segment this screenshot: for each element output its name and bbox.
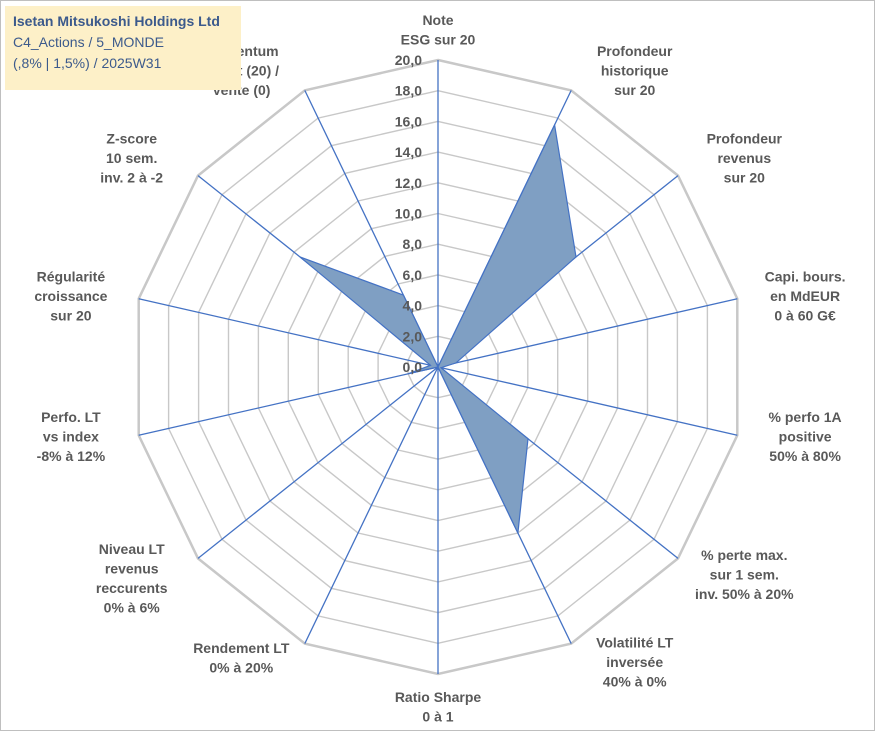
axis-label: Régularité croissance sur 20 [34,269,107,324]
axis-spoke [304,366,439,644]
tick-label: 12,0 [395,175,422,191]
axis-label: Volatilité LT inversée 40% à 0% [596,634,674,689]
tick-label: 14,0 [395,144,422,160]
axis-spoke [197,366,439,559]
axis-spoke [138,366,439,436]
tick-label: 6,0 [403,267,423,283]
axis-label: Ratio Sharpe 0 à 1 [395,689,482,725]
axis-label: % perte max. sur 1 sem. inv. 50% à 20% [695,547,794,602]
radar-axis-labels: Note ESG sur 20 Profondeur historique sur 20… [34,12,845,725]
axis-spoke [138,298,439,368]
title-params: (,8% | 1,5%) / 2025W31 [13,55,162,71]
radar-tick-labels: 0,0 2,0 4,0 6,0 8,0 10,0 12,0 14,0 16,0 18,0 20,0 [395,52,422,375]
axis-label: Niveau LT revenus reccurents 0% à 6% [96,541,168,616]
title-category: C4_Actions / 5_MONDE [13,34,164,50]
series-area [299,123,577,536]
tick-label: 4,0 [403,298,423,314]
axis-label: % perfo 1A positive 50% à 80% [769,409,842,464]
tick-label: 18,0 [395,83,422,99]
chart-title-box: Isetan Mitsukoshi Holdings Ltd C4_Action… [5,6,241,90]
axis-label: Perfo. LT vs index -8% à 12% [37,409,106,464]
tick-label: 0,0 [403,359,423,375]
tick-label: 20,0 [395,52,422,68]
radar-series [299,123,577,536]
axis-label: Z-score 10 sem. inv. 2 à -2 [100,131,163,186]
axis-label: Profondeur revenus sur 20 [707,131,783,186]
tick-label: 10,0 [395,206,422,222]
axis-label: Rendement LT 0% à 20% [193,640,290,676]
title-company: Isetan Mitsukoshi Holdings Ltd [13,13,220,29]
axis-label: Note ESG sur 20 [401,12,476,48]
axis-spoke [437,366,738,436]
tick-label: 2,0 [403,328,423,344]
axis-spoke [437,298,738,368]
tick-label: 16,0 [395,113,422,129]
axis-label: Capi. bours. en MdEUR 0 à 60 G€ [765,269,846,324]
tick-label: 8,0 [403,236,423,252]
axis-label: Profondeur historique sur 20 [597,43,673,98]
